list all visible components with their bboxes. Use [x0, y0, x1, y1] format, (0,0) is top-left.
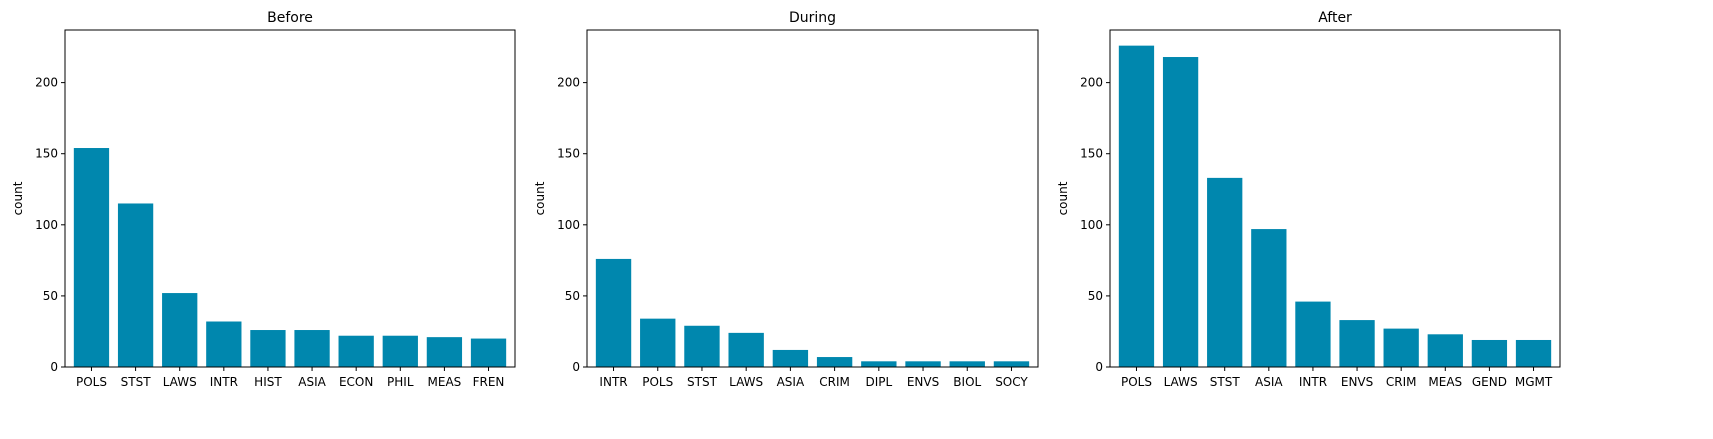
x-tick-label: LAWS	[729, 375, 763, 389]
bar-asia	[294, 330, 330, 367]
x-tick-label: INTR	[599, 375, 627, 389]
y-tick-label: 200	[1080, 76, 1103, 90]
bar-laws	[1162, 57, 1199, 368]
bar-mgmt	[1515, 339, 1552, 367]
y-tick-label: 200	[557, 76, 580, 90]
y-axis-label: count	[533, 181, 547, 215]
y-tick-label: 100	[1080, 218, 1103, 232]
bar-meas	[1427, 334, 1463, 367]
bar-intr	[206, 321, 242, 367]
x-tick-label: ASIA	[1255, 375, 1283, 389]
x-tick-label: GEND	[1472, 375, 1507, 389]
bar-gend	[1471, 339, 1508, 367]
bar-econ	[338, 335, 374, 367]
y-tick-label: 0	[1095, 360, 1103, 374]
y-axis-label: count	[1056, 181, 1070, 215]
bar-envs	[1339, 320, 1375, 367]
bar-pols	[73, 148, 110, 367]
bar-asia	[772, 349, 809, 367]
axes-frame	[1109, 29, 1561, 368]
bar-laws	[728, 332, 764, 367]
x-tick-label: POLS	[642, 375, 673, 389]
bar-stst	[684, 325, 720, 367]
bar-fren	[470, 338, 507, 367]
bar-intr	[595, 258, 632, 367]
y-tick-label: 100	[557, 218, 580, 232]
chart-title: During	[789, 10, 836, 26]
chart-title: Before	[267, 10, 313, 26]
chart-panel-2: POLS LAWS STST ASIA INTR ENVS CRIM MEAS GEND MGMT…	[1056, 10, 1561, 389]
bar-crim	[1383, 328, 1419, 367]
x-tick-label: INTR	[210, 375, 238, 389]
x-tick-label: DIPL	[865, 375, 892, 389]
y-axis-label: count	[11, 181, 25, 215]
x-tick-label: CRIM	[1386, 375, 1417, 389]
bar-crim	[816, 357, 853, 367]
x-tick-label: INTR	[1299, 375, 1327, 389]
x-tick-label: MEAS	[1428, 375, 1462, 389]
x-tick-label: LAWS	[1164, 375, 1198, 389]
x-tick-label: STST	[1210, 375, 1241, 389]
bar-asia	[1251, 229, 1287, 367]
x-tick-label: ECON	[339, 375, 373, 389]
x-tick-label: ASIA	[298, 375, 326, 389]
x-tick-label: FREN	[473, 375, 505, 389]
y-tick-label: 50	[1088, 289, 1103, 303]
y-tick-label: 50	[43, 289, 58, 303]
x-tick-label: HIST	[254, 375, 282, 389]
y-tick-label: 0	[50, 360, 58, 374]
axes-frame	[586, 29, 1039, 368]
chart-panel-0: POLS STST LAWS INTR HIST ASIA ECON PHIL MEAS FREN…	[11, 10, 516, 389]
y-tick-label: 0	[572, 360, 580, 374]
y-tick-label: 100	[35, 218, 58, 232]
bar-phil	[382, 335, 418, 367]
y-tick-label: 200	[35, 76, 58, 90]
x-tick-label: SOCY	[995, 375, 1028, 389]
y-tick-label: 50	[565, 289, 580, 303]
bar-intr	[1295, 301, 1331, 367]
x-tick-label: ENVS	[1341, 375, 1373, 389]
y-tick-label: 150	[35, 147, 58, 161]
x-tick-label: BIOL	[953, 375, 981, 389]
bar-meas	[426, 337, 463, 367]
bar-stst	[117, 203, 154, 367]
x-tick-label: STST	[687, 375, 718, 389]
x-tick-label: MGMT	[1515, 375, 1553, 389]
x-tick-label: ENVS	[907, 375, 939, 389]
x-tick-label: POLS	[1121, 375, 1152, 389]
chart-title: After	[1318, 10, 1352, 26]
bar-biol	[949, 361, 985, 367]
x-tick-label: MEAS	[428, 375, 462, 389]
x-tick-label: CRIM	[819, 375, 850, 389]
y-tick-label: 150	[557, 147, 580, 161]
bar-pols	[1118, 45, 1155, 367]
x-tick-label: ASIA	[777, 375, 805, 389]
bar-stst	[1207, 177, 1243, 367]
bar-socy	[993, 361, 1030, 367]
axes-frame	[64, 29, 516, 368]
x-tick-label: PHIL	[387, 375, 414, 389]
bar-laws	[162, 293, 198, 367]
x-tick-label: POLS	[76, 375, 107, 389]
y-tick-label: 150	[1080, 147, 1103, 161]
x-tick-label: STST	[121, 375, 152, 389]
chart-panel-1: INTR POLS STST LAWS ASIA CRIM DIPL ENVS BIOL SOCY…	[533, 10, 1039, 389]
bar-pols	[640, 318, 676, 367]
x-tick-label: LAWS	[163, 375, 197, 389]
bar-dipl	[861, 361, 897, 367]
bar-envs	[905, 361, 941, 367]
bar-hist	[250, 330, 286, 367]
